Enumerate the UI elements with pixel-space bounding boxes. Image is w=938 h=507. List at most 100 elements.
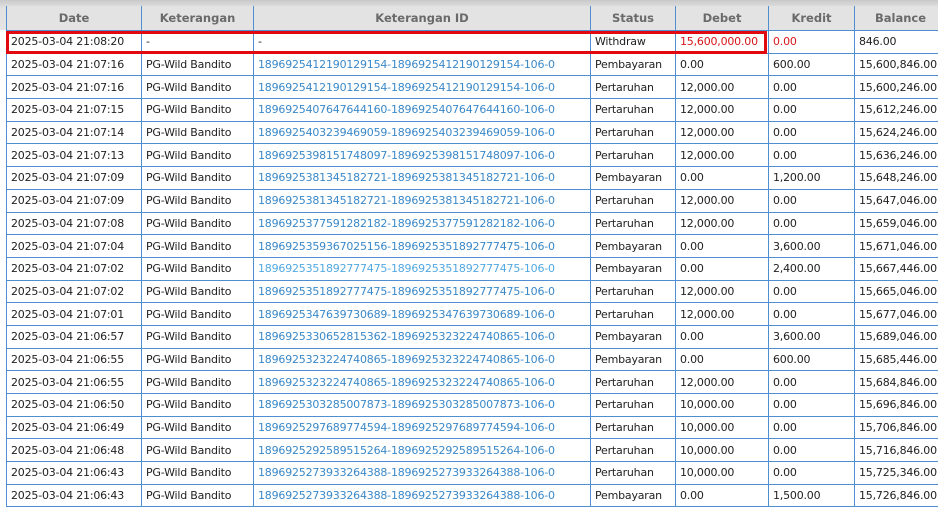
keterangan-id-link[interactable]: 1896925347639730689-1896925347639730689-… — [254, 303, 591, 326]
date-cell: 2025-03-04 21:06:48 — [7, 439, 142, 462]
status-cell: Pertaruhan — [591, 76, 676, 99]
keterangan-id-link[interactable]: 1896925330652815362-1896925323224740865-… — [254, 325, 591, 348]
status-cell: Withdraw — [591, 31, 676, 54]
column-header-balance[interactable]: Balance — [855, 6, 938, 31]
keterangan-cell: PG-Wild Bandito — [142, 235, 254, 258]
keterangan-cell: PG-Wild Bandito — [142, 416, 254, 439]
date-cell: 2025-03-04 21:06:43 — [7, 462, 142, 485]
keterangan-id-link[interactable]: 1896925323224740865-1896925323224740865-… — [254, 371, 591, 394]
column-header-keterangan[interactable]: Keterangan — [142, 6, 254, 31]
balance-cell: 15,671,046.00 — [855, 235, 938, 258]
kredit-cell: 0.00 — [769, 462, 855, 485]
kredit-cell: 0.00 — [769, 189, 855, 212]
debet-cell: 12,000.00 — [676, 76, 769, 99]
status-cell: Pembayaran — [591, 167, 676, 190]
keterangan-id-link[interactable]: 1896925351892777475-1896925351892777475-… — [254, 257, 591, 280]
keterangan-id-link[interactable]: 1896925273933264388-1896925273933264388-… — [254, 462, 591, 485]
date-cell: 2025-03-04 21:07:04 — [7, 235, 142, 258]
transaction-table: Date Keterangan Keterangan ID Status Deb… — [6, 6, 938, 507]
column-header-kredit[interactable]: Kredit — [769, 6, 855, 31]
balance-cell: 15,726,846.00 — [855, 484, 938, 507]
debet-cell: 12,000.00 — [676, 371, 769, 394]
debet-cell: 10,000.00 — [676, 416, 769, 439]
balance-cell: 15,647,046.00 — [855, 189, 938, 212]
column-header-keterangan-id[interactable]: Keterangan ID — [254, 6, 591, 31]
date-cell: 2025-03-04 21:06:55 — [7, 348, 142, 371]
keterangan-id-link[interactable]: 1896925412190129154-1896925412190129154-… — [254, 53, 591, 76]
keterangan-id-link[interactable]: 1896925381345182721-1896925381345182721-… — [254, 189, 591, 212]
keterangan-id-link[interactable]: 1896925403239469059-1896925403239469059-… — [254, 121, 591, 144]
keterangan-id-link[interactable]: 1896925381345182721-1896925381345182721-… — [254, 167, 591, 190]
kredit-cell: 0.00 — [769, 439, 855, 462]
debet-cell: 0.00 — [676, 257, 769, 280]
kredit-cell: 0.00 — [769, 212, 855, 235]
status-cell: Pembayaran — [591, 235, 676, 258]
kredit-cell: 0.00 — [769, 394, 855, 417]
keterangan-id-link[interactable]: 1896925303285007873-1896925303285007873-… — [254, 394, 591, 417]
kredit-cell: 0.00 — [769, 416, 855, 439]
keterangan-cell: PG-Wild Bandito — [142, 257, 254, 280]
kredit-cell: 0.00 — [769, 121, 855, 144]
kredit-cell: 0.00 — [769, 99, 855, 122]
debet-cell: 0.00 — [676, 53, 769, 76]
kredit-cell: 1,500.00 — [769, 484, 855, 507]
column-header-status[interactable]: Status — [591, 6, 676, 31]
keterangan-cell: PG-Wild Bandito — [142, 121, 254, 144]
status-cell: Pembayaran — [591, 53, 676, 76]
keterangan-cell: PG-Wild Bandito — [142, 348, 254, 371]
keterangan-id-link[interactable]: 1896925351892777475-1896925351892777475-… — [254, 280, 591, 303]
status-cell: Pertaruhan — [591, 212, 676, 235]
date-cell: 2025-03-04 21:08:20 — [7, 31, 142, 54]
keterangan-id-link[interactable]: 1896925377591282182-1896925377591282182-… — [254, 212, 591, 235]
keterangan-cell: - — [142, 31, 254, 54]
date-cell: 2025-03-04 21:07:09 — [7, 189, 142, 212]
balance-cell: 15,665,046.00 — [855, 280, 938, 303]
date-cell: 2025-03-04 21:06:57 — [7, 325, 142, 348]
status-cell: Pertaruhan — [591, 121, 676, 144]
keterangan-cell: PG-Wild Bandito — [142, 167, 254, 190]
column-header-debet[interactable]: Debet — [676, 6, 769, 31]
balance-cell: 15,684,846.00 — [855, 371, 938, 394]
keterangan-id-link[interactable]: 1896925412190129154-1896925412190129154-… — [254, 76, 591, 99]
keterangan-id-link[interactable]: 1896925359367025156-1896925351892777475-… — [254, 235, 591, 258]
debet-cell: 15,600,000.00 — [676, 31, 769, 54]
status-cell: Pertaruhan — [591, 462, 676, 485]
date-cell: 2025-03-04 21:07:09 — [7, 167, 142, 190]
debet-cell: 0.00 — [676, 167, 769, 190]
date-cell: 2025-03-04 21:07:13 — [7, 144, 142, 167]
date-cell: 2025-03-04 21:06:43 — [7, 484, 142, 507]
balance-cell: 15,716,846.00 — [855, 439, 938, 462]
debet-cell: 0.00 — [676, 348, 769, 371]
date-cell: 2025-03-04 21:07:16 — [7, 76, 142, 99]
kredit-cell: 0.00 — [769, 371, 855, 394]
table-header-row: Date Keterangan Keterangan ID Status Deb… — [7, 6, 938, 31]
status-cell: Pertaruhan — [591, 416, 676, 439]
keterangan-cell: PG-Wild Bandito — [142, 439, 254, 462]
balance-cell: 15,706,846.00 — [855, 416, 938, 439]
column-header-date[interactable]: Date — [7, 6, 142, 31]
debet-cell: 12,000.00 — [676, 99, 769, 122]
kredit-cell: 2,400.00 — [769, 257, 855, 280]
kredit-cell: 600.00 — [769, 348, 855, 371]
debet-cell: 12,000.00 — [676, 303, 769, 326]
keterangan-id-link[interactable]: 1896925398151748097-1896925398151748097-… — [254, 144, 591, 167]
keterangan-cell: PG-Wild Bandito — [142, 303, 254, 326]
debet-cell: 12,000.00 — [676, 144, 769, 167]
keterangan-cell: PG-Wild Bandito — [142, 144, 254, 167]
keterangan-id-link[interactable]: 1896925273933264388-1896925273933264388-… — [254, 484, 591, 507]
date-cell: 2025-03-04 21:07:01 — [7, 303, 142, 326]
keterangan-cell: PG-Wild Bandito — [142, 462, 254, 485]
keterangan-id-link[interactable]: 1896925297689774594-1896925297689774594-… — [254, 416, 591, 439]
keterangan-id-link[interactable]: 1896925407647644160-1896925407647644160-… — [254, 99, 591, 122]
keterangan-id-link[interactable]: 1896925323224740865-1896925323224740865-… — [254, 348, 591, 371]
keterangan-id-link[interactable]: 1896925292589515264-1896925292589515264-… — [254, 439, 591, 462]
